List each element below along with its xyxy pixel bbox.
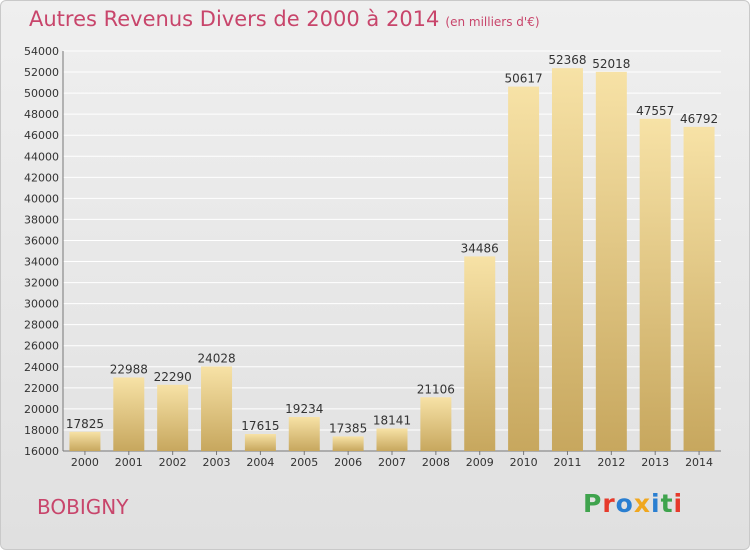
x-tick-label: 2002 [159, 456, 187, 469]
x-tick-label: 2010 [510, 456, 538, 469]
y-tick-label: 28000 [24, 319, 59, 332]
logo-letter: P [583, 489, 603, 518]
bar [420, 397, 452, 451]
y-tick-label: 38000 [24, 213, 59, 226]
y-tick-label: 52000 [24, 66, 59, 79]
data-label: 18141 [373, 413, 411, 427]
data-label: 17825 [66, 417, 104, 431]
x-tick-label: 2004 [246, 456, 274, 469]
data-label: 47557 [636, 104, 674, 118]
y-tick-label: 26000 [24, 340, 59, 353]
x-tick-label: 2006 [334, 456, 362, 469]
y-tick-label: 42000 [24, 171, 59, 184]
x-tick-label: 2005 [290, 456, 318, 469]
bar [69, 431, 101, 451]
y-tick-label: 30000 [24, 298, 59, 311]
data-label: 21106 [417, 382, 455, 396]
x-tick-label: 2012 [597, 456, 625, 469]
x-tick-label: 2007 [378, 456, 406, 469]
bar [288, 416, 320, 451]
logo-letter: r [602, 489, 616, 518]
proxiti-logo: Proxiti [583, 489, 683, 518]
logo-letter: o [615, 489, 634, 518]
x-tick-label: 2013 [641, 456, 669, 469]
y-tick-label: 40000 [24, 192, 59, 205]
logo-letter: t [660, 489, 674, 518]
x-tick-label: 2001 [115, 456, 143, 469]
y-tick-label: 16000 [24, 445, 59, 458]
y-tick-label: 50000 [24, 87, 59, 100]
y-tick-label: 54000 [24, 45, 59, 58]
bar [244, 434, 276, 451]
x-tick-label: 2000 [71, 456, 99, 469]
logo-letter: i [651, 489, 661, 518]
bar [464, 256, 496, 451]
data-label: 22290 [154, 370, 192, 384]
y-tick-label: 20000 [24, 403, 59, 416]
chart-subtitle: (en milliers d'€) [445, 15, 540, 29]
y-tick-label: 44000 [24, 150, 59, 163]
logo-letter: i [673, 489, 684, 518]
bar [508, 86, 540, 451]
y-tick-label: 46000 [24, 129, 59, 142]
y-tick-label: 18000 [24, 424, 59, 437]
bar [595, 71, 627, 451]
data-label: 22988 [110, 362, 148, 376]
data-label: 19234 [285, 402, 323, 416]
x-tick-label: 2003 [203, 456, 231, 469]
chart-title-text: Autres Revenus Divers de 2000 à 2014 [29, 7, 440, 31]
data-label: 17615 [241, 419, 279, 433]
logo-letter: x [633, 489, 651, 518]
bar [683, 126, 715, 451]
x-tick-label: 2009 [466, 456, 494, 469]
bar [201, 366, 233, 451]
y-tick-label: 36000 [24, 234, 59, 247]
bar [639, 118, 671, 452]
y-tick-label: 34000 [24, 256, 59, 269]
commune-name: BOBIGNY [37, 495, 129, 519]
x-tick-label: 2011 [553, 456, 581, 469]
bar [551, 68, 583, 451]
y-tick-label: 48000 [24, 108, 59, 121]
bar [157, 384, 189, 451]
x-tick-label: 2014 [685, 456, 713, 469]
bar [332, 436, 364, 451]
data-label: 24028 [197, 351, 235, 365]
data-label: 50617 [505, 72, 543, 86]
x-tick-label: 2008 [422, 456, 450, 469]
data-label: 52368 [548, 53, 586, 67]
y-tick-label: 32000 [24, 277, 59, 290]
chart-title: Autres Revenus Divers de 2000 à 2014 (en … [29, 7, 540, 31]
bar [113, 377, 145, 451]
data-label: 34486 [461, 241, 499, 255]
data-label: 52018 [592, 57, 630, 71]
y-tick-label: 24000 [24, 361, 59, 374]
bar [376, 428, 408, 451]
data-label: 17385 [329, 421, 367, 435]
y-tick-label: 22000 [24, 382, 59, 395]
data-label: 46792 [680, 112, 718, 126]
